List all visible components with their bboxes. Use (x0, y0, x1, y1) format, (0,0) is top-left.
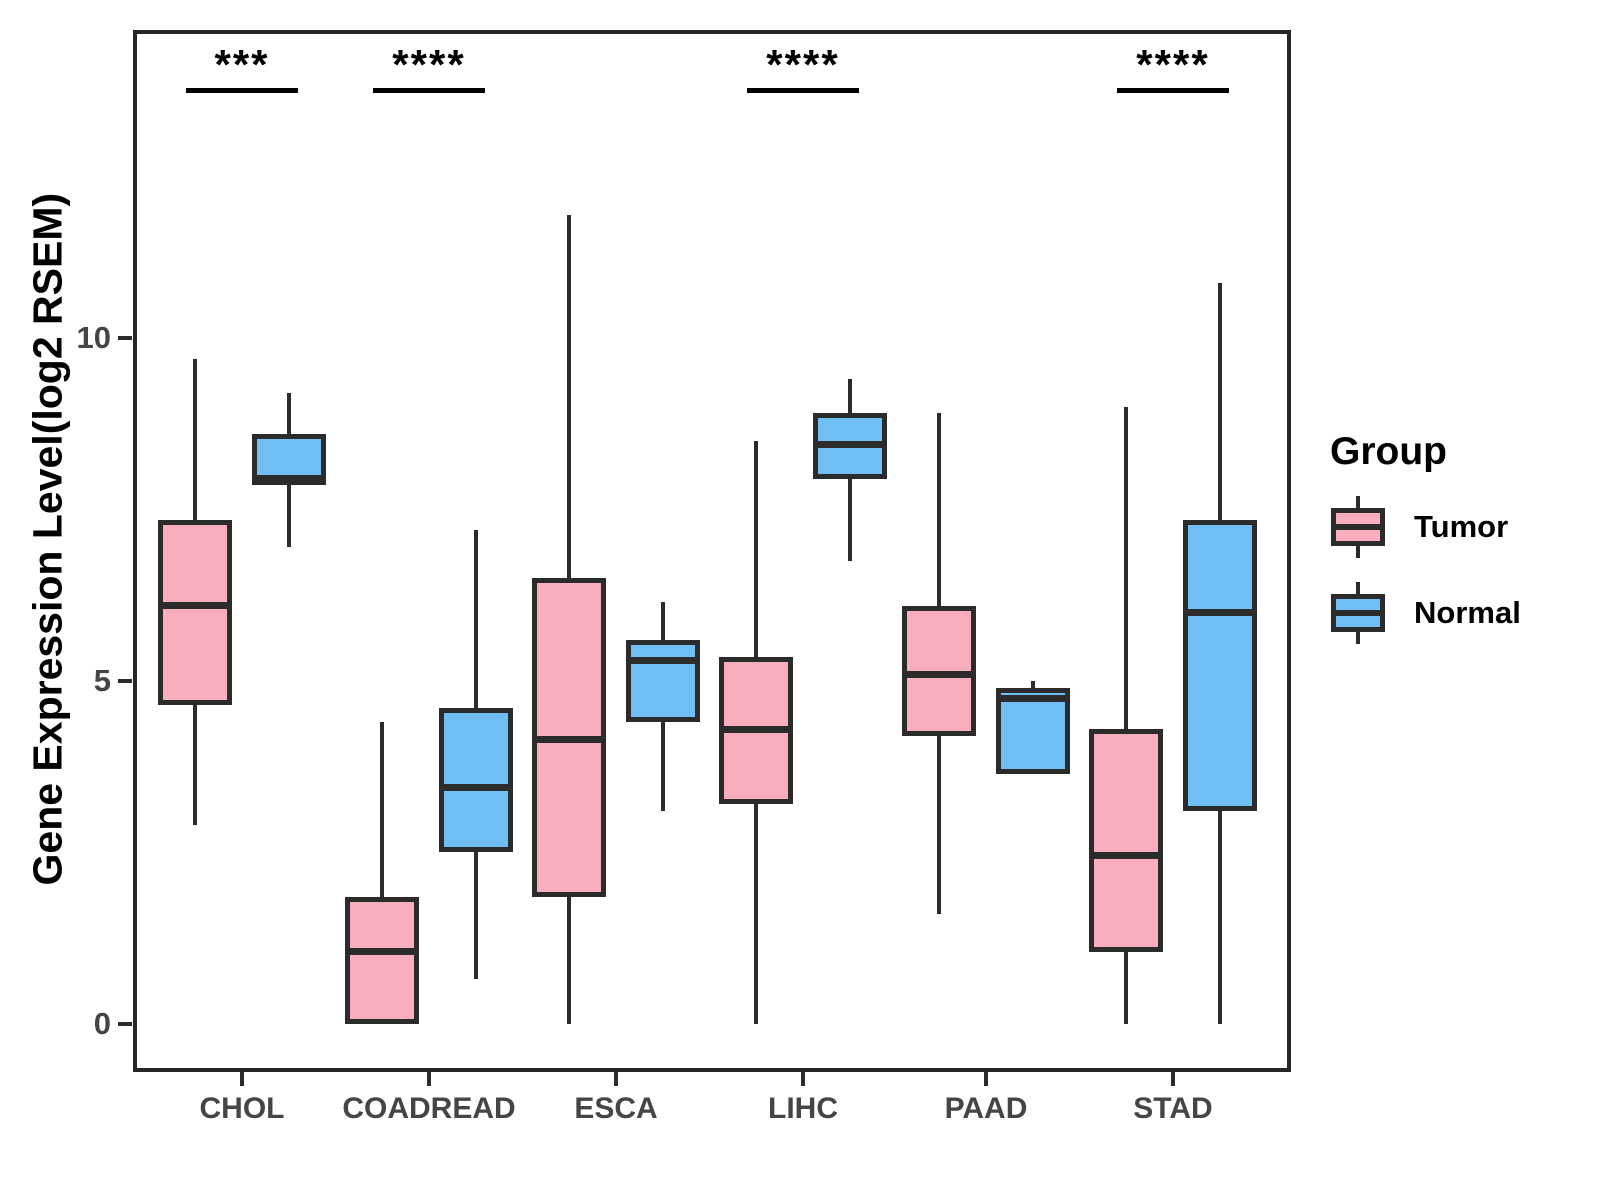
legend: Group Tumor Normal (1330, 430, 1590, 668)
x-tick-CHOL (240, 1072, 244, 1086)
x-tick-label-ESCA: ESCA (574, 1092, 658, 1125)
key-whisker-bottom (1356, 546, 1360, 558)
COADREAD-tumor-box (345, 897, 419, 1024)
y-axis-title: Gene Expression Level(log2 RSEM) (24, 192, 71, 886)
key-whisker-top (1356, 582, 1360, 594)
y-tick-label-10: 10 (76, 320, 111, 355)
LIHC-tumor-median (719, 725, 793, 733)
boxplot-key-icon-tumor (1330, 496, 1386, 558)
legend-item-normal: Normal (1330, 582, 1590, 644)
STAD-tumor-box (1089, 729, 1163, 952)
CHOL-tumor-box (158, 519, 232, 705)
STAD-normal-median (1183, 608, 1257, 616)
significance-stars-CHOL: *** (214, 41, 270, 88)
y-tick-label-5: 5 (93, 663, 111, 698)
x-tick-COADREAD (427, 1072, 431, 1086)
x-tick-label-COADREAD: COADREAD (342, 1092, 516, 1125)
CHOL-normal-median (252, 475, 326, 483)
x-tick-label-LIHC: LIHC (768, 1092, 838, 1125)
significance-bar-STAD (1117, 88, 1229, 93)
y-tick-label-0: 0 (93, 1006, 111, 1041)
x-tick-STAD (1171, 1072, 1175, 1086)
boxplot-key-icon-normal (1330, 582, 1386, 644)
PAAD-normal-median (996, 694, 1070, 702)
COADREAD-normal-box (439, 708, 513, 853)
x-tick-label-CHOL: CHOL (199, 1092, 285, 1125)
y-tick-10 (118, 336, 132, 340)
x-tick-label-PAAD: PAAD (944, 1092, 1028, 1125)
STAD-normal-box (1183, 519, 1257, 812)
legend-title: Group (1330, 430, 1447, 473)
key-whisker-top (1356, 496, 1360, 508)
PAAD-tumor-median (902, 670, 976, 678)
COADREAD-tumor-whisker (380, 722, 384, 1024)
key-median (1331, 610, 1385, 616)
x-tick-PAAD (984, 1072, 988, 1086)
significance-bar-LIHC (747, 88, 859, 93)
x-tick-label-STAD: STAD (1133, 1092, 1213, 1125)
legend-items: Tumor Normal (1330, 496, 1590, 644)
y-tick-5 (118, 679, 132, 683)
ESCA-tumor-median (532, 735, 606, 743)
LIHC-normal-median (813, 440, 887, 448)
significance-stars-LIHC: **** (766, 41, 840, 88)
ESCA-normal-box (626, 639, 700, 723)
COADREAD-tumor-median (345, 948, 419, 956)
x-tick-LIHC (801, 1072, 805, 1086)
key-median (1331, 524, 1385, 530)
STAD-tumor-median (1089, 852, 1163, 860)
legend-label-tumor: Tumor (1414, 509, 1509, 544)
significance-stars-COADREAD: **** (392, 41, 466, 88)
CHOL-tumor-median (158, 602, 232, 610)
PAAD-normal-box (996, 687, 1070, 774)
key-whisker-bottom (1356, 632, 1360, 644)
significance-bar-COADREAD (373, 88, 485, 93)
COADREAD-normal-median (439, 783, 513, 791)
legend-item-tumor: Tumor (1330, 496, 1590, 558)
STAD-tumor-whisker (1124, 406, 1128, 1024)
x-tick-ESCA (614, 1072, 618, 1086)
y-tick-0 (118, 1022, 132, 1026)
ESCA-normal-median (626, 656, 700, 664)
legend-label-normal: Normal (1414, 595, 1521, 630)
significance-stars-STAD: **** (1136, 41, 1210, 88)
significance-bar-CHOL (186, 88, 298, 93)
